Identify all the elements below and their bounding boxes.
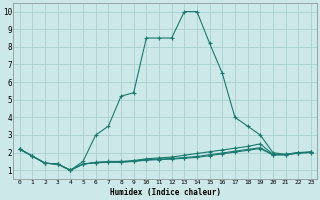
- X-axis label: Humidex (Indice chaleur): Humidex (Indice chaleur): [110, 188, 221, 197]
